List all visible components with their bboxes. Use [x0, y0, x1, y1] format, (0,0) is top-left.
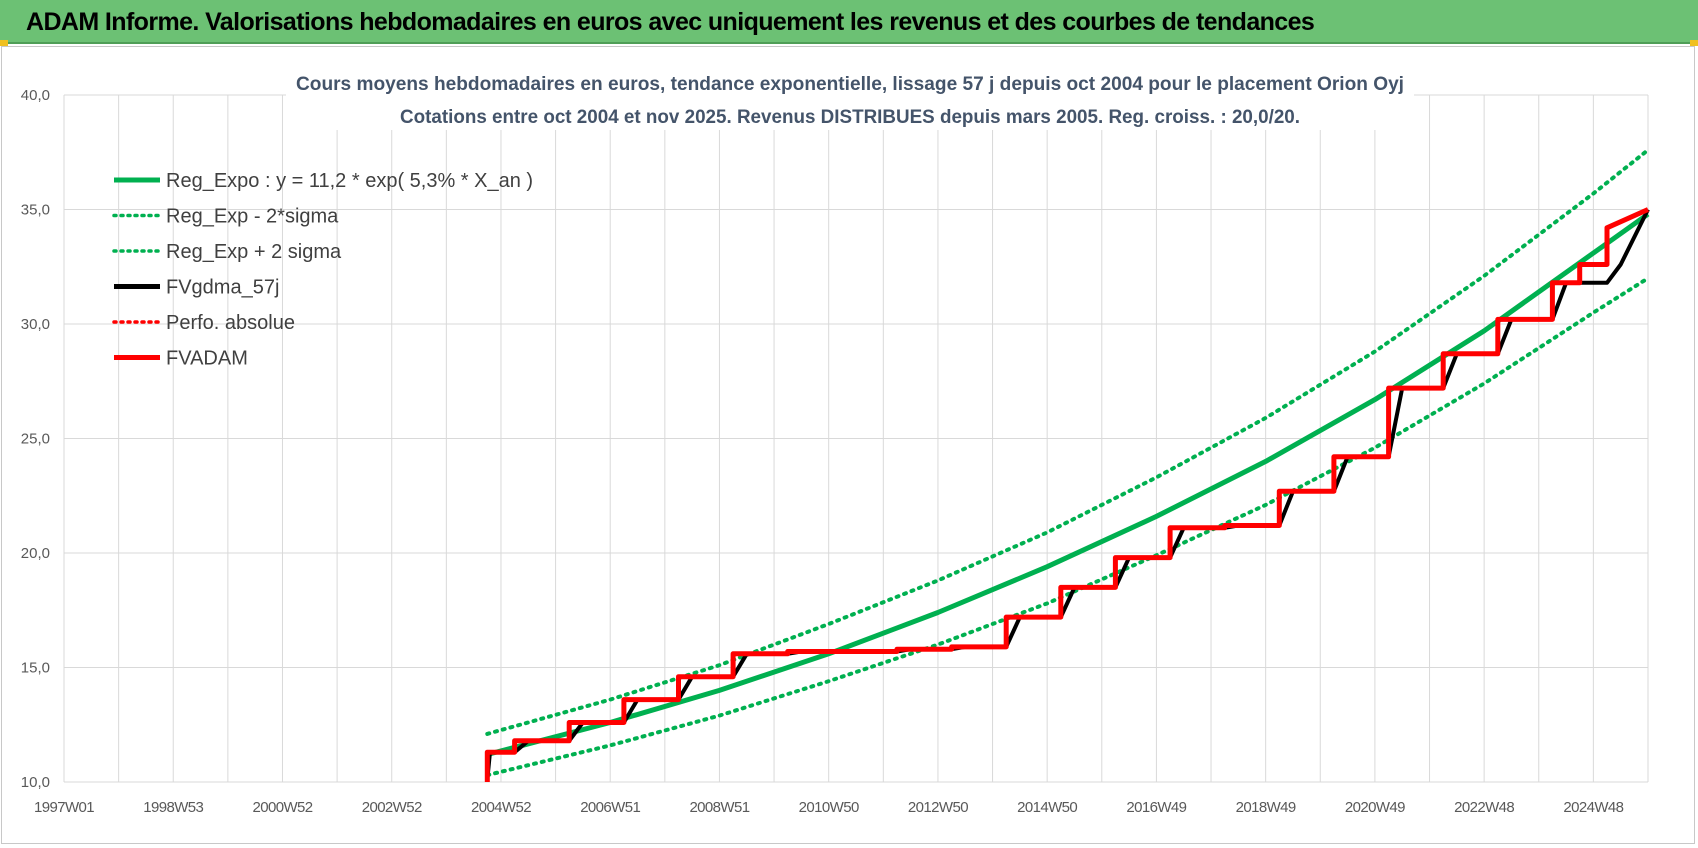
x-tick-label: 1997W01: [34, 799, 94, 816]
series-line-2: [485, 276, 1650, 778]
x-tick-label: 2022W48: [1454, 799, 1514, 816]
x-axis-ticks: 1997W01 1998W53 2000W52 2002W52 2004W52 2006W…: [34, 799, 1624, 816]
chart-subtitle: Cotations entre oct 2004 et nov 2025. Re…: [400, 106, 1300, 128]
series-line-3: [485, 148, 1650, 736]
x-tick-label: 2016W49: [1126, 799, 1186, 816]
y-tick-label: 20,0: [21, 545, 50, 562]
series-lines: [484, 148, 1650, 782]
y-tick-label: 35,0: [21, 202, 50, 219]
corner-marker-left: [0, 40, 8, 46]
title-background: [286, 68, 1414, 130]
y-tick-label: 40,0: [21, 87, 50, 104]
x-tick-label: 2008W51: [689, 799, 749, 816]
grid-lines: [63, 94, 1649, 783]
y-tick-label: 30,0: [21, 316, 50, 333]
legend-label: Reg_Exp - 2*sigma: [166, 206, 339, 228]
legend-label: FVADAM: [166, 348, 248, 370]
legend-label: FVgdma_57j: [166, 277, 279, 299]
page-title: ADAM Informe. Valorisations hebdomadaire…: [26, 8, 1315, 36]
legend: Reg_Expo : y = 11,2 * exp( 5,3% * X_an )…: [112, 170, 533, 370]
x-tick-label: 2014W50: [1017, 799, 1077, 816]
x-tick-label: 2018W49: [1236, 799, 1296, 816]
chart-title: Cours moyens hebdomadaires en euros, ten…: [296, 73, 1404, 95]
x-tick-label: 2024W48: [1563, 799, 1623, 816]
x-tick-label: 2020W49: [1345, 799, 1405, 816]
x-tick-label: 2012W50: [908, 799, 968, 816]
legend-label: Reg_Exp + 2 sigma: [166, 241, 342, 263]
x-tick-label: 2002W52: [362, 799, 422, 816]
series-line-1: [486, 212, 1650, 757]
corner-marker-right: [1690, 40, 1698, 46]
x-tick-label: 1998W53: [143, 799, 203, 816]
header-banner: ADAM Informe. Valorisations hebdomadaire…: [0, 0, 1698, 44]
legend-label: Reg_Expo : y = 11,2 * exp( 5,3% * X_an ): [166, 170, 533, 192]
y-tick-label: 25,0: [21, 431, 50, 448]
x-tick-label: 2010W50: [799, 799, 859, 816]
y-tick-label: 15,0: [21, 660, 50, 677]
y-axis-ticks: 10,0 15,0 20,0 25,0 30,0 35,0 40,0: [21, 87, 50, 791]
legend-label: Perfo. absolue: [166, 312, 295, 334]
x-tick-label: 2004W52: [471, 799, 531, 816]
y-tick-label: 10,0: [21, 774, 50, 791]
chart-frame: [1, 46, 1695, 844]
series-line-4: [485, 208, 1650, 780]
series-line-6: [484, 207, 1650, 782]
x-tick-label: 2000W52: [252, 799, 312, 816]
x-tick-label: 2006W51: [580, 799, 640, 816]
